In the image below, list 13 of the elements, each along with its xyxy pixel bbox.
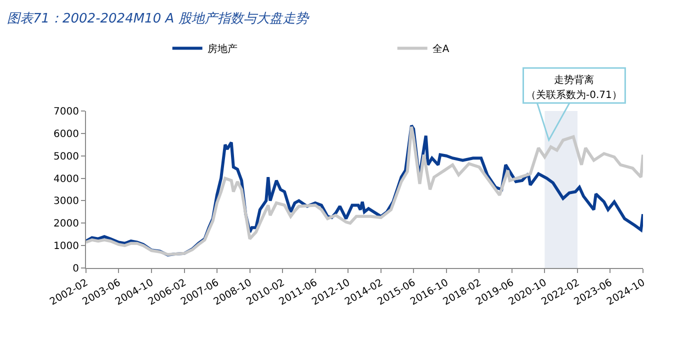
y-tick-label: 3000 <box>54 196 79 208</box>
y-tick-label: 4000 <box>54 174 79 185</box>
y-tick-label: 5000 <box>54 151 79 162</box>
y-tick-label: 6000 <box>54 128 79 140</box>
text: （关联系数为-0.71） <box>526 89 622 101</box>
y-tick-label: 1000 <box>54 241 79 252</box>
y-tick-label: 2000 <box>54 218 79 230</box>
y-tick-label: 0 <box>72 264 79 274</box>
legend-label: 全A <box>432 43 450 56</box>
legend-label: 房地产 <box>207 43 238 56</box>
chart-title: 图表71：2002-2024M10 A 股地产指数与大盘走势 <box>6 12 310 27</box>
text: 走势背离 <box>554 74 594 86</box>
y-tick-label: 7000 <box>54 106 79 118</box>
